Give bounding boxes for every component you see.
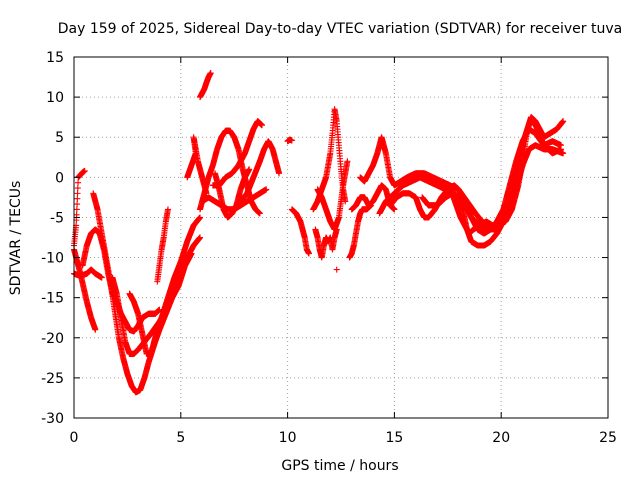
point-marker: [73, 206, 80, 213]
point-marker: [92, 326, 99, 333]
point-marker: [74, 195, 81, 202]
point-marker: [74, 201, 81, 208]
series-arc-1: [71, 167, 88, 249]
point-marker: [98, 274, 105, 281]
point-marker: [81, 167, 88, 174]
point-marker: [74, 190, 81, 197]
point-marker: [74, 185, 81, 192]
series-arc-3: [71, 246, 99, 333]
data-points: [71, 70, 567, 396]
chart-title: Day 159 of 2025, Sidereal Day-to-day VTE…: [58, 21, 622, 37]
point-marker: [73, 211, 80, 218]
grid: [74, 57, 608, 418]
point-marker: [75, 179, 82, 186]
